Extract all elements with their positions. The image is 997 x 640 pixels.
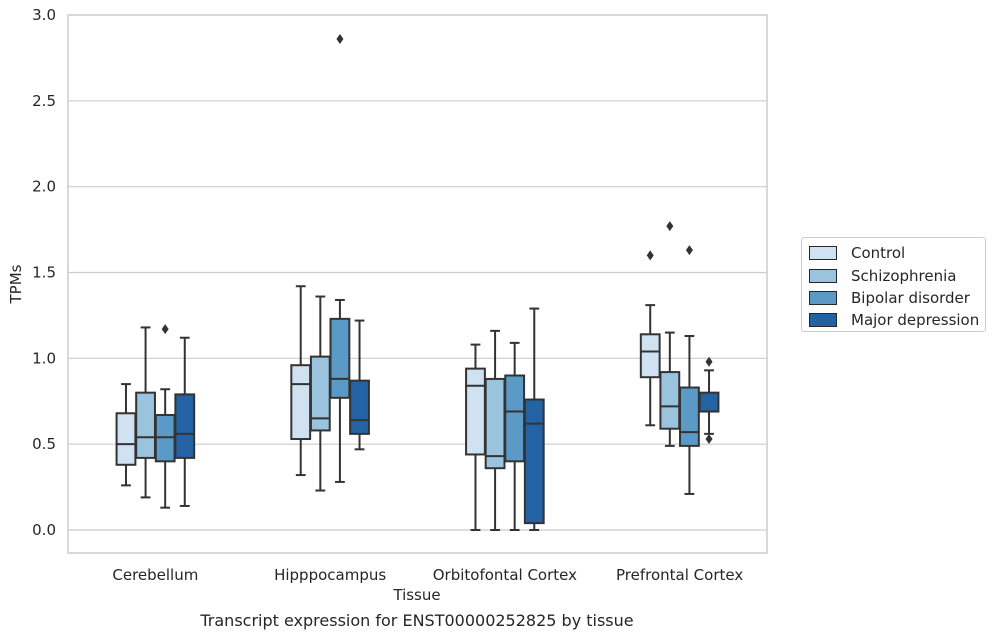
x-tick-label: Orbitofontal Cortex xyxy=(433,566,577,584)
box-control xyxy=(639,250,661,427)
legend-label: Bipolar disorder xyxy=(851,288,970,307)
legend: Control Schizophrenia Bipolar disorder M… xyxy=(801,237,986,332)
y-tick-label: 2.0 xyxy=(32,178,56,196)
box-outlier xyxy=(161,324,169,335)
y-tick-label: 2.5 xyxy=(32,92,56,110)
box-body xyxy=(639,333,661,379)
plot-area xyxy=(67,14,768,554)
box-body xyxy=(465,367,486,456)
box-body xyxy=(329,317,351,399)
box-outlier xyxy=(685,245,693,256)
box-outlier xyxy=(705,356,713,367)
box-outlier xyxy=(336,34,344,45)
y-ticks: 0.0 0.5 1.0 1.5 2.0 2.5 3.0 xyxy=(32,6,56,539)
legend-label: Major depression xyxy=(851,311,980,330)
box-major-depression xyxy=(174,336,196,507)
box-body xyxy=(484,377,506,470)
box-body xyxy=(135,391,156,459)
box-major-depression xyxy=(698,356,720,445)
box-major-depression xyxy=(523,307,545,531)
legend-swatch xyxy=(809,313,837,328)
box-body xyxy=(349,379,370,435)
box-body xyxy=(290,364,312,441)
y-tick-label: 0.0 xyxy=(32,521,56,539)
legend-label: Control xyxy=(851,244,906,263)
box-body xyxy=(504,374,526,463)
x-axis-label: Tissue xyxy=(392,586,440,604)
x-tick-label: Prefrontal Cortex xyxy=(616,566,743,584)
legend-label: Schizophrenia xyxy=(851,266,957,285)
box-body xyxy=(115,412,137,466)
box-body xyxy=(679,386,700,447)
box-bipolar-disorder xyxy=(679,245,700,495)
y-tick-label: 3.0 xyxy=(32,6,56,24)
box-body xyxy=(698,391,720,413)
y-tick-label: 0.5 xyxy=(32,435,56,453)
x-tick-label: Hipppocampus xyxy=(274,566,386,584)
legend-swatch xyxy=(809,268,837,283)
box-outlier xyxy=(666,221,674,232)
box-schizophrenia xyxy=(659,221,681,447)
x-tick-label: Cerebellum xyxy=(112,566,198,584)
y-tick-label: 1.5 xyxy=(32,264,56,282)
box-bipolar-disorder xyxy=(329,34,351,483)
legend-item: Schizophrenia xyxy=(809,264,985,286)
box-outlier xyxy=(705,434,713,445)
box-outlier xyxy=(646,250,654,261)
boxes xyxy=(115,34,720,531)
box-bipolar-disorder xyxy=(504,341,526,531)
y-tick-label: 1.0 xyxy=(32,349,56,367)
chart-caption: Transcript expression for ENST0000025282… xyxy=(200,611,634,630)
legend-swatch xyxy=(809,246,837,261)
legend-item: Major depression xyxy=(809,309,985,331)
legend-item: Bipolar disorder xyxy=(809,287,985,309)
box-control xyxy=(290,285,312,477)
box-body xyxy=(523,398,545,525)
legend-item: Control xyxy=(809,242,985,264)
y-axis-label: TPMs xyxy=(7,264,25,304)
legend-swatch xyxy=(809,290,837,305)
box-major-depression xyxy=(349,319,370,451)
box-body xyxy=(659,371,681,430)
x-ticks: Cerebellum Hipppocampus Orbitofontal Corte… xyxy=(112,566,743,584)
box-body xyxy=(174,393,196,459)
